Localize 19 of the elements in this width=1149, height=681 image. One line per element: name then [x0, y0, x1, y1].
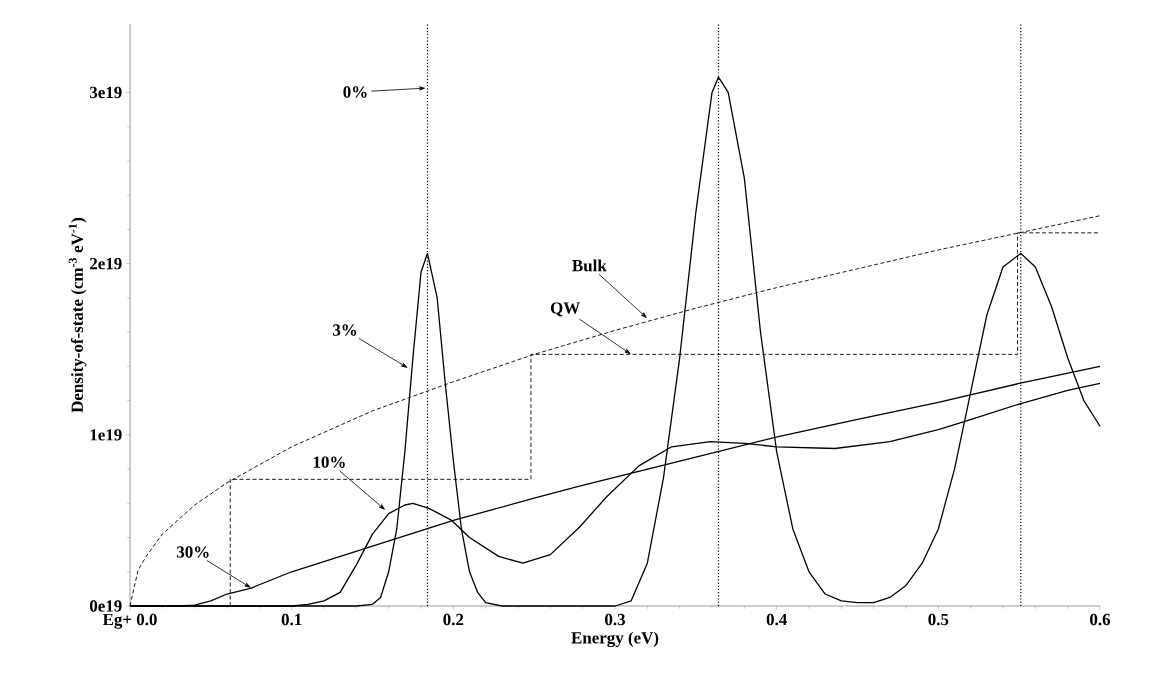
ref-line-label: 0% — [343, 86, 367, 98]
annotation: 30% — [176, 546, 209, 558]
x-tick-label: 0.3 — [605, 613, 626, 626]
x-tick-label: Eg+ 0.0 — [102, 613, 157, 629]
y-tick-label: 0e19 — [89, 600, 122, 612]
x-tick-label: 0.6 — [1090, 613, 1111, 626]
annotation: QW — [550, 302, 580, 317]
annotation: 10% — [313, 456, 345, 468]
y-tick-label: 1e19 — [90, 429, 122, 441]
annotation: 3% — [333, 324, 357, 336]
x-tick-label: 0.2 — [443, 613, 464, 626]
y-tick-label: 3e19 — [89, 86, 122, 99]
y-axis-title: Density-of-state (cm$^{-3}$ eV$^{-1}$) — [68, 217, 87, 413]
x-axis-title: Energy (eV) — [571, 631, 659, 648]
x-tick-label: 0.4 — [766, 613, 787, 626]
annotation: Bulk — [572, 259, 607, 272]
x-tick-label: 0.5 — [928, 613, 949, 626]
x-tick-label: 0.1 — [281, 613, 302, 626]
y-tick-label: 2e19 — [90, 257, 122, 270]
